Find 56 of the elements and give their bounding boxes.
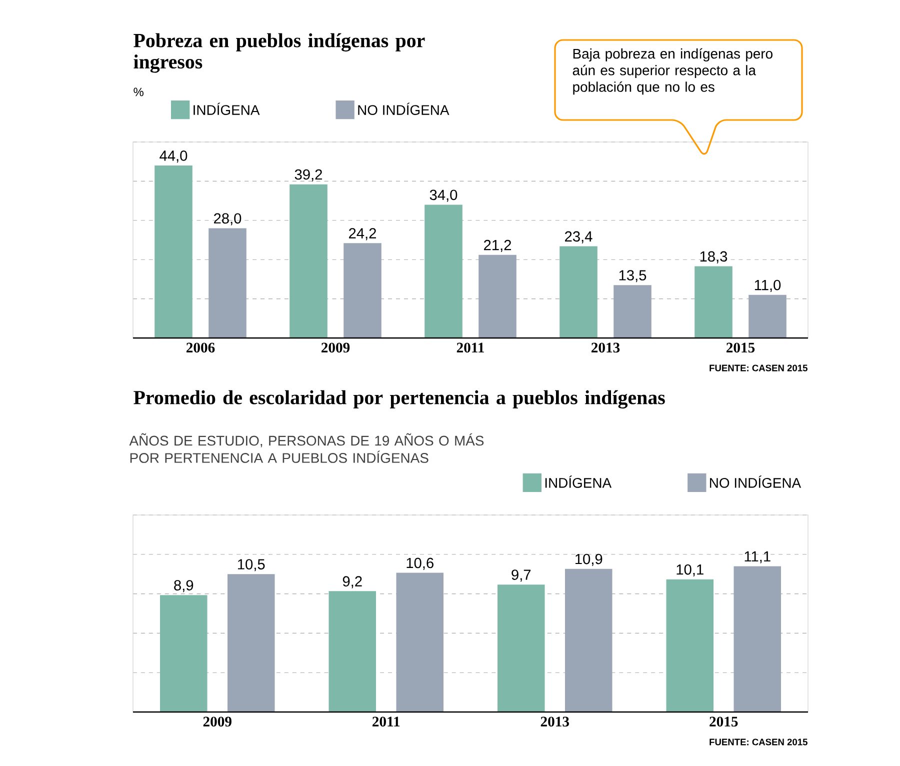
bar — [614, 285, 652, 338]
legend-label: INDÍGENA — [545, 476, 612, 488]
data-label: 8,9 — [174, 580, 194, 592]
chart-title: Pobreza en pueblos indígenas por ingresos — [134, 33, 425, 73]
data-label: 28,0 — [214, 213, 242, 226]
bar — [344, 243, 382, 338]
bar — [208, 228, 246, 338]
source-note: FUENTE: CASEN 2015 — [710, 738, 808, 746]
data-label: 24,2 — [349, 228, 376, 240]
bar — [424, 204, 462, 338]
data-label: 9,7 — [512, 570, 531, 582]
bar — [498, 584, 545, 712]
chart-title: Promedio de escolaridad por pertenencia a pueblos indígenas — [134, 390, 665, 408]
y-axis-title: % — [134, 88, 144, 96]
data-label: 10,6 — [406, 558, 434, 570]
x-tick-label: 2009 — [203, 716, 232, 727]
x-tick-label: 2006 — [186, 342, 215, 353]
data-label: 18,3 — [700, 251, 728, 264]
data-label: 10,9 — [576, 554, 602, 566]
x-tick-label: 2015 — [710, 716, 738, 727]
bar — [160, 595, 208, 712]
data-label: 9,2 — [342, 576, 362, 588]
bar — [154, 166, 192, 338]
bar — [694, 266, 732, 338]
x-tick-label: 2011 — [372, 716, 400, 727]
bar — [666, 579, 714, 712]
bar — [228, 574, 275, 712]
data-label: 39,2 — [294, 169, 322, 182]
bar — [748, 294, 786, 338]
x-tick-label: 2013 — [592, 342, 620, 353]
x-tick-label: 2015 — [726, 342, 755, 353]
x-tick-label: 2013 — [540, 716, 569, 727]
data-label: 13,5 — [619, 270, 646, 282]
bar — [478, 254, 516, 338]
bar — [290, 184, 328, 338]
data-label: 23,4 — [565, 231, 592, 244]
data-label: 10,5 — [238, 559, 265, 572]
bar — [560, 246, 598, 338]
text: Baja pobreza en indígenas pero aún es superior respecto a la población que no lo es — [572, 48, 772, 95]
chart-subtitle: AÑOS DE ESTUDIO, PERSONAS DE 19 AÑOS O MÁS POR PERTENENCIA A PUEBLOS INDÍGENAS — [129, 433, 484, 463]
data-label: 21,2 — [484, 240, 511, 252]
source-note: FUENTE: CASEN 2015 — [710, 364, 808, 372]
data-label: 11,0 — [754, 280, 781, 292]
x-tick-label: 2009 — [321, 342, 350, 353]
x-tick-label: 2011 — [456, 342, 484, 353]
data-label: 34,0 — [430, 190, 458, 202]
bar — [565, 568, 612, 712]
legend-label: NO INDÍGENA — [710, 476, 802, 488]
bar — [734, 566, 782, 712]
legend-label: INDÍGENA — [194, 102, 260, 115]
bar — [396, 572, 444, 712]
legend-label: NO INDÍGENA — [358, 102, 450, 115]
bar — [328, 591, 376, 712]
data-label: 11,1 — [744, 551, 770, 564]
data-label: 10,1 — [676, 564, 704, 576]
data-label: 44,0 — [160, 150, 188, 163]
